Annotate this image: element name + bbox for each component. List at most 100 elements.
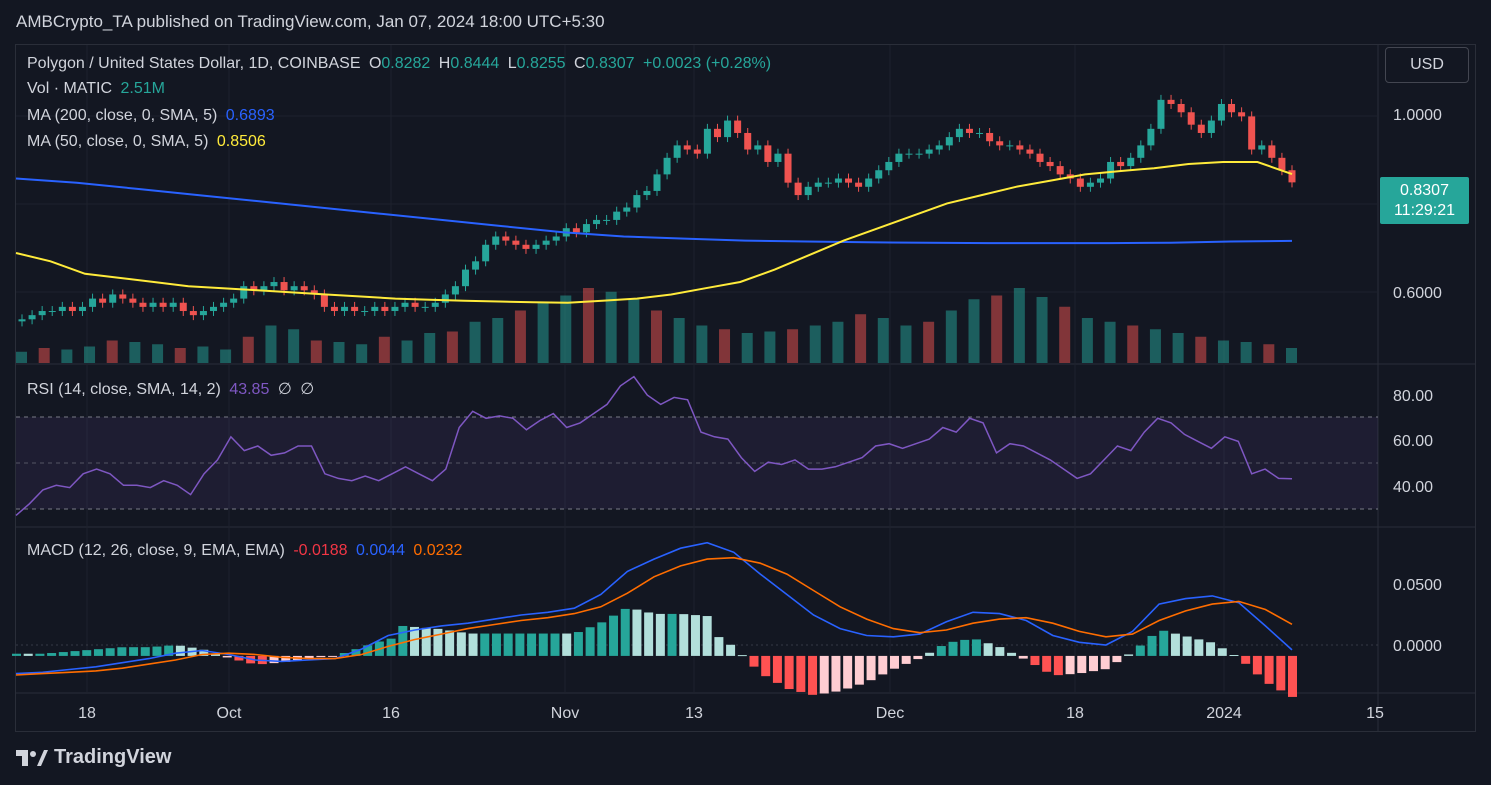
macd-hist-bar	[679, 614, 689, 656]
candle-body	[935, 145, 943, 150]
macd-hist-bar	[1077, 655, 1087, 674]
volume-bar	[855, 314, 867, 363]
volume-bar	[560, 295, 572, 363]
signal-line	[15, 556, 1293, 676]
candle-body	[159, 302, 167, 307]
candle-body	[391, 306, 399, 312]
candle-body	[582, 224, 590, 233]
candle-body	[1016, 145, 1024, 150]
volume-bar	[1263, 344, 1275, 363]
macd-hist-bar	[211, 653, 221, 656]
volume-bar	[582, 288, 594, 363]
rsi-legend[interactable]: RSI (14, close, SMA, 14, 2) 43.85 ∅ ∅	[27, 379, 318, 399]
candle-body	[734, 120, 742, 133]
macd-hist-bar	[538, 633, 548, 656]
rsi-value: 43.85	[229, 381, 270, 398]
candle-body	[330, 306, 338, 312]
candle-body	[441, 294, 449, 303]
macd-hist-bar	[1088, 655, 1098, 672]
macd-hist-bar	[1159, 630, 1169, 656]
volume-bar	[787, 329, 799, 363]
candle-body	[502, 236, 510, 241]
time-tick: 16	[382, 705, 400, 722]
rsi-tick-40: 40.00	[1393, 479, 1433, 496]
macd-hist-bar	[23, 653, 33, 656]
macd-hist-bar	[960, 639, 970, 656]
candle-body	[1076, 178, 1084, 187]
volume-bar	[1172, 333, 1184, 363]
macd-hist-bar	[1182, 636, 1192, 656]
volume-legend[interactable]: Vol · MATIC 2.51M	[27, 80, 169, 98]
macd-hist-bar	[562, 633, 572, 656]
macd-hist-bar	[152, 646, 162, 656]
candle-body	[482, 244, 490, 262]
candle-body	[1268, 145, 1276, 158]
candle-body	[169, 302, 177, 307]
macd-hist-bar	[1124, 654, 1134, 656]
candle-body	[310, 290, 318, 295]
candle-body	[1187, 112, 1195, 125]
macd-hist-bar	[995, 647, 1005, 656]
volume-bar	[446, 331, 458, 363]
candle-body	[1096, 178, 1104, 183]
macd-legend[interactable]: MACD (12, 26, close, 9, EMA, EMA) -0.018…	[27, 542, 466, 560]
macd-hist-bar	[573, 632, 583, 656]
low-value: 0.8255	[516, 55, 566, 72]
time-tick: Nov	[551, 705, 579, 722]
volume-bar	[106, 340, 118, 363]
time-tick: 2024	[1206, 705, 1242, 722]
candle-body	[381, 306, 389, 312]
candle-body	[1238, 112, 1246, 117]
macd-hist-bar	[129, 647, 139, 656]
macd-hist-bar	[1042, 655, 1052, 672]
ma200-line	[15, 177, 1293, 245]
macd-hist-bar	[1112, 655, 1122, 663]
candle-body	[522, 244, 530, 249]
candle-body	[109, 294, 117, 303]
tradingview-footer[interactable]: TradingView	[16, 746, 171, 769]
candle-body	[713, 128, 721, 138]
macd-hist-bar	[854, 655, 864, 685]
ma50-legend[interactable]: MA (50, close, 0, SMA, 5) 0.8506	[27, 133, 270, 151]
change-value: +0.0023 (+0.28%)	[642, 55, 772, 72]
volume-bar	[401, 340, 413, 363]
candle-body	[512, 240, 520, 245]
close-value: 0.8307	[585, 55, 635, 72]
candle-body	[48, 311, 56, 313]
volume-bar	[832, 321, 844, 363]
macd-hist-bar	[1030, 655, 1040, 666]
high-value: 0.8444	[450, 55, 500, 72]
macd-hist-bar	[398, 625, 408, 656]
macd-hist-bar	[363, 645, 373, 656]
low-label: L	[507, 55, 517, 72]
candle-body	[431, 302, 439, 307]
candle-body	[290, 286, 298, 291]
candle-body	[834, 178, 842, 183]
macd-hist-bar	[503, 633, 513, 656]
macd-signal-value: 0.0044	[356, 542, 405, 559]
candle-body	[89, 298, 97, 307]
candle-body	[532, 244, 540, 249]
candle-body	[955, 128, 963, 138]
macd-hist-bar	[936, 646, 946, 656]
chart-frame[interactable]	[15, 44, 1476, 732]
candle-body	[78, 306, 86, 312]
candle-body	[139, 302, 147, 307]
currency-button[interactable]: USD	[1385, 47, 1469, 83]
volume-bar	[991, 295, 1003, 363]
volume-bar	[923, 321, 935, 363]
volume-label: Vol · MATIC	[27, 80, 113, 97]
macd-hist-bar	[1100, 655, 1110, 670]
macd-hist-bar	[1135, 645, 1145, 656]
volume-bar	[945, 310, 957, 363]
macd-hist-bar	[737, 655, 747, 657]
macd-hist-bar	[1276, 655, 1286, 691]
symbol-legend[interactable]: Polygon / United States Dollar, 1D, COIN…	[27, 55, 775, 73]
ma200-legend[interactable]: MA (200, close, 0, SMA, 5) 0.6893	[27, 107, 279, 125]
candle-body	[1157, 99, 1165, 129]
volume-bar	[310, 340, 322, 363]
macd-hist-bar	[316, 655, 326, 658]
candle-body	[1127, 157, 1135, 167]
candle-body	[683, 145, 691, 150]
macd-hist-bar	[82, 650, 92, 656]
